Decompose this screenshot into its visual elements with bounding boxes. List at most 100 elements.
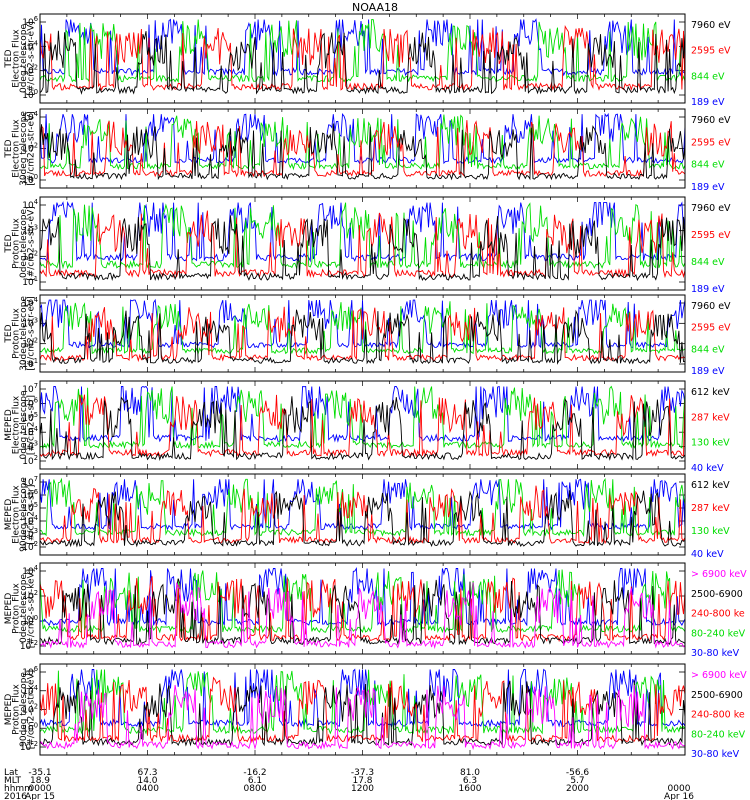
y-label-line: Proton Flux bbox=[12, 308, 22, 359]
legend-item: 287 keV bbox=[691, 503, 730, 514]
legend-item: 612 keV bbox=[691, 480, 730, 491]
y-tick-label: 100 bbox=[22, 721, 38, 734]
legend-item: 2595 eV bbox=[691, 323, 731, 334]
y-tick-label: 104 bbox=[22, 425, 38, 438]
y-label-line: MEPED bbox=[4, 593, 14, 625]
footer-value-date: Apr 15 bbox=[25, 792, 55, 800]
footer-value-mlt: 18.9 bbox=[30, 776, 50, 786]
footer-value-hhmm: 0400 bbox=[136, 784, 159, 794]
y-tick-label: 103 bbox=[22, 316, 38, 329]
y-label-line: Electron Flux bbox=[12, 29, 22, 88]
series-line bbox=[39, 201, 686, 263]
legend-item: 844 eV bbox=[691, 160, 725, 171]
series-line bbox=[39, 215, 686, 282]
y-tick-label: 100 bbox=[22, 173, 38, 186]
series-line bbox=[39, 114, 686, 171]
legend-item: 240-800 ke bbox=[691, 609, 745, 620]
footer-value-hhmm: 2000 bbox=[566, 784, 589, 794]
y-tick-label: 104 bbox=[22, 514, 38, 527]
y-label-line: [#/cm2-s-str-eV] bbox=[27, 296, 37, 371]
footer-value-hhmm: 1200 bbox=[351, 784, 374, 794]
legend-item: 612 keV bbox=[691, 387, 730, 398]
footer-value-hhmm: 0000 bbox=[668, 784, 691, 794]
y-tick-label: 105 bbox=[22, 411, 38, 424]
series-line bbox=[39, 680, 686, 747]
y-label-line: Electron Flux bbox=[12, 119, 22, 178]
y-tick-label: 102 bbox=[22, 142, 38, 155]
legend-item: 2500-6900 bbox=[691, 690, 743, 701]
legend-item: 2595 eV bbox=[691, 137, 731, 148]
y-label-line: MEPED bbox=[4, 499, 14, 531]
y-label-line: [#/cm2-s-str-eV] bbox=[27, 21, 37, 96]
series-line bbox=[39, 669, 686, 735]
y-tick-label: 102 bbox=[22, 703, 38, 716]
y-label-line: [#/cm2-s-str-keV] bbox=[27, 670, 37, 749]
y-label-line: TED bbox=[4, 234, 14, 253]
y-label-line: [#/cm2-s-str-eV] bbox=[27, 206, 37, 281]
y-tick-label: 10-2 bbox=[20, 740, 38, 753]
legend-item: 189 eV bbox=[691, 97, 725, 108]
y-tick-label: 106 bbox=[22, 665, 38, 678]
legend: > 6900 keV 2500-6900 240-800 ke 80-240 keV 3… bbox=[691, 569, 747, 659]
legend-item: 40 keV bbox=[691, 463, 724, 474]
y-label-line: TED bbox=[4, 139, 14, 158]
series-line bbox=[39, 298, 686, 350]
series-line bbox=[39, 306, 686, 363]
y-tick-label: 103 bbox=[22, 224, 38, 237]
y-tick-label: 104 bbox=[22, 39, 38, 52]
y-label-line: 90deg telescope bbox=[19, 672, 29, 747]
legend-item: > 6900 keV bbox=[691, 569, 747, 580]
y-label-line: Proton Flux bbox=[12, 218, 22, 269]
panel-frame bbox=[39, 196, 686, 291]
footer-value-mlt: 17.8 bbox=[352, 776, 372, 786]
legend-item: 7960 eV bbox=[691, 20, 731, 31]
series-line bbox=[39, 394, 686, 458]
legend-item: 189 eV bbox=[691, 366, 725, 377]
series-line bbox=[39, 396, 686, 461]
y-label-line: MEPED bbox=[4, 694, 14, 726]
legend: 7960 eV 2595 eV 844 eV 189 eV bbox=[691, 115, 731, 193]
legend-item: 287 keV bbox=[691, 412, 730, 423]
panel-frame bbox=[39, 108, 686, 189]
series-line bbox=[39, 25, 686, 92]
legend: 612 keV 287 keV 130 keV 40 keV bbox=[691, 387, 730, 474]
y-tick-label: 102 bbox=[22, 589, 38, 602]
y-tick-label: 106 bbox=[22, 396, 38, 409]
footer-value-hhmm: 0800 bbox=[244, 784, 267, 794]
series-line bbox=[39, 567, 686, 627]
y-tick-label: 104 bbox=[22, 564, 38, 577]
footer-value-lat: -16.2 bbox=[243, 768, 266, 778]
y-label-line: [#/cm2-s-str-keV] bbox=[27, 569, 37, 648]
series-line bbox=[39, 385, 686, 450]
footer-value-lat: 81.0 bbox=[460, 768, 480, 778]
legend-item: 2595 eV bbox=[691, 46, 731, 57]
legend: 7960 eV 2595 eV 844 eV 189 eV bbox=[691, 301, 731, 377]
y-label-line: Proton Flux bbox=[12, 583, 22, 634]
legend-item: 80-240 keV bbox=[691, 628, 746, 639]
y-tick-label: 101 bbox=[22, 357, 38, 370]
footer-value-mlt: 14.0 bbox=[137, 776, 157, 786]
y-label-line: [#/cm2-s-str] bbox=[27, 484, 37, 544]
y-tick-label: 107 bbox=[22, 475, 38, 488]
y-label-line: MEPED bbox=[4, 409, 14, 441]
footer-value-lat: -37.3 bbox=[351, 768, 374, 778]
y-tick-label: 10-2 bbox=[20, 639, 38, 652]
footer-row-label: 2016 bbox=[4, 792, 27, 800]
footer-value-date: Apr 16 bbox=[664, 792, 694, 800]
footer-value-lat: -56.6 bbox=[566, 768, 590, 778]
y-tick-label: 102 bbox=[22, 454, 38, 467]
legend-item: > 6900 keV bbox=[691, 670, 747, 681]
y-tick-label: 100 bbox=[22, 614, 38, 627]
y-label-line: Electron Flux bbox=[12, 485, 22, 544]
legend-item: 240-800 ke bbox=[691, 710, 745, 721]
